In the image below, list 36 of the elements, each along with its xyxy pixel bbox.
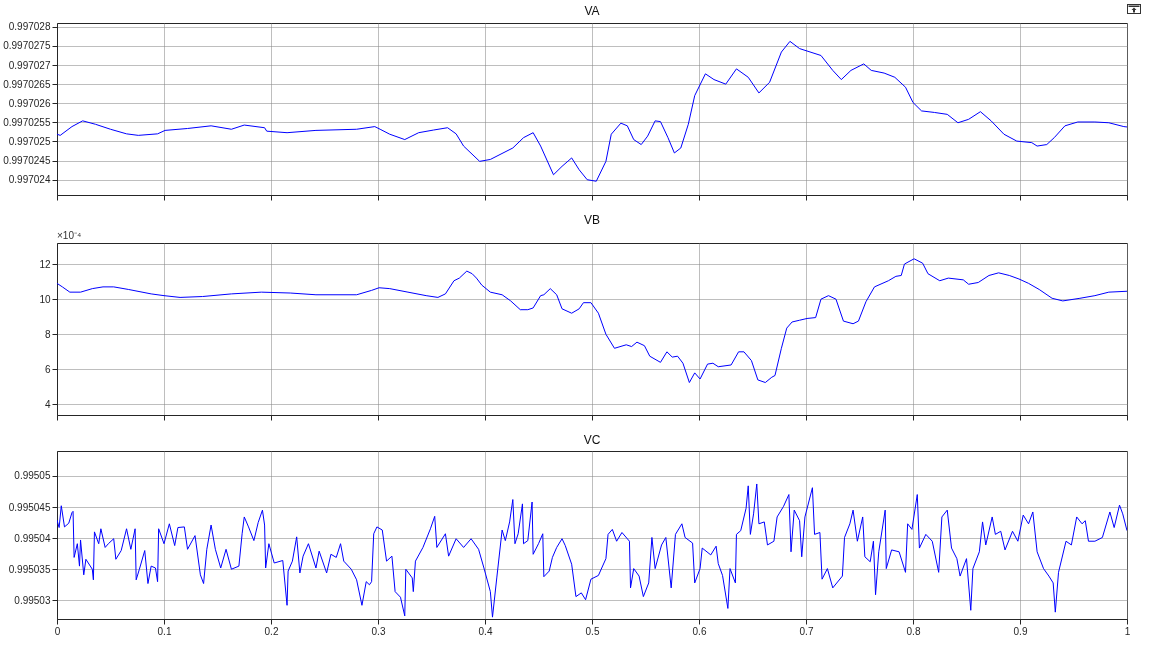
line-series	[57, 258, 1127, 384]
y-tick-label: 0.9970265	[3, 78, 51, 90]
text: ×10⁻⁴	[57, 230, 82, 241]
x-tick-label: 0.9	[1013, 625, 1028, 637]
x-tick-label: 0.3	[371, 625, 386, 637]
chart-title: VB	[583, 213, 601, 227]
line-series	[57, 40, 1127, 182]
x-tick-label: 0.7	[799, 625, 814, 637]
y-tick-label: 0.9970275	[3, 40, 51, 52]
y-tick-label: 0.997027	[8, 59, 51, 71]
y-tick-label: 8	[44, 328, 51, 340]
x-tick-label: 0.6	[692, 625, 707, 637]
y-tick-label: 0.997026	[8, 97, 51, 109]
x-tick-label: 0.8	[906, 625, 921, 637]
y-tick-label: 0.99505	[14, 470, 51, 482]
y-tick-label: 0.9970245	[3, 155, 51, 167]
y-tick-label: 4	[44, 398, 51, 410]
y-tick-label: 0.99504	[14, 532, 51, 544]
chart-title: VC	[583, 433, 601, 447]
x-tick-label: 0.5	[585, 625, 600, 637]
y-tick-label: 0.9970255	[3, 116, 51, 128]
y-tick-label: 0.99503	[14, 594, 51, 606]
x-tick-label: 0	[54, 625, 61, 637]
y-tick-label: 0.995045	[8, 501, 51, 513]
x-tick-label: 1	[1124, 625, 1131, 637]
y-tick-label: 0.997028	[8, 21, 51, 33]
x-tick-label: 0.2	[264, 625, 279, 637]
chart-title: VA	[584, 3, 600, 18]
y-tick-label: 6	[44, 363, 51, 375]
y-tick-label: 0.997024	[8, 174, 51, 186]
x-tick-label: 0.4	[478, 625, 493, 637]
x-tick-label: 0.1	[157, 625, 172, 637]
y-tick-label: 0.995035	[8, 563, 51, 575]
y-tick-label: 10	[39, 293, 51, 305]
y-tick-label: 0.997025	[8, 135, 51, 147]
y-tick-label: 12	[39, 258, 51, 270]
